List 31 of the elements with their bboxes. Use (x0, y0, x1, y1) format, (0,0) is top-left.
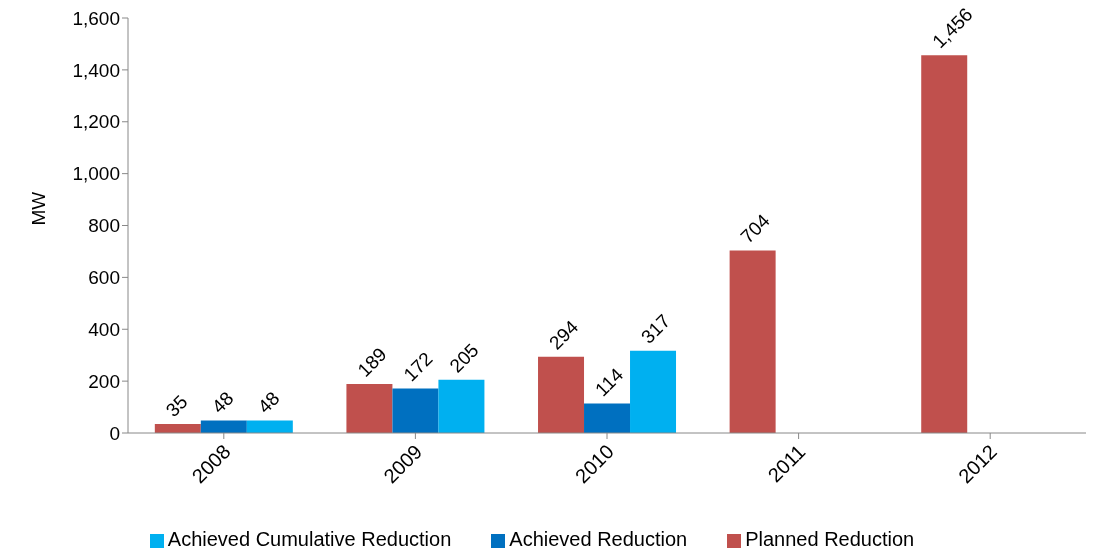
data-label: 189 (353, 343, 391, 381)
data-label: 294 (545, 316, 583, 354)
y-tick-label: 400 (88, 318, 120, 340)
data-label: 172 (399, 347, 437, 386)
y-tick-label: 800 (88, 215, 120, 237)
bar (729, 250, 776, 433)
y-tick-label: 200 (88, 370, 120, 392)
legend-label: Achieved Cumulative Reduction (167, 528, 452, 550)
data-label: 317 (637, 310, 675, 348)
bar (584, 403, 631, 433)
data-label: 35 (161, 390, 192, 421)
bar (392, 388, 439, 433)
legend-label: Planned Reduction (745, 528, 915, 550)
bar (438, 379, 485, 433)
legend-label: Achieved Reduction (509, 528, 688, 550)
data-label: 205 (445, 339, 483, 377)
y-tick-label: 1,000 (72, 163, 120, 185)
y-tick-label: 1,400 (72, 59, 120, 81)
data-label: 114 (591, 363, 628, 401)
y-tick-label: 0 (109, 422, 120, 444)
bar (921, 55, 968, 433)
y-tick-label: 600 (88, 267, 120, 289)
data-label: 704 (736, 209, 775, 248)
bar (538, 356, 585, 433)
y-tick-label: 1,200 (72, 111, 120, 133)
data-label: 48 (253, 387, 284, 418)
y-axis-title: MW (27, 191, 49, 226)
bar (630, 350, 677, 433)
data-label: 48 (207, 387, 238, 418)
y-tick-label: 1,600 (72, 7, 120, 29)
bar (346, 383, 393, 433)
